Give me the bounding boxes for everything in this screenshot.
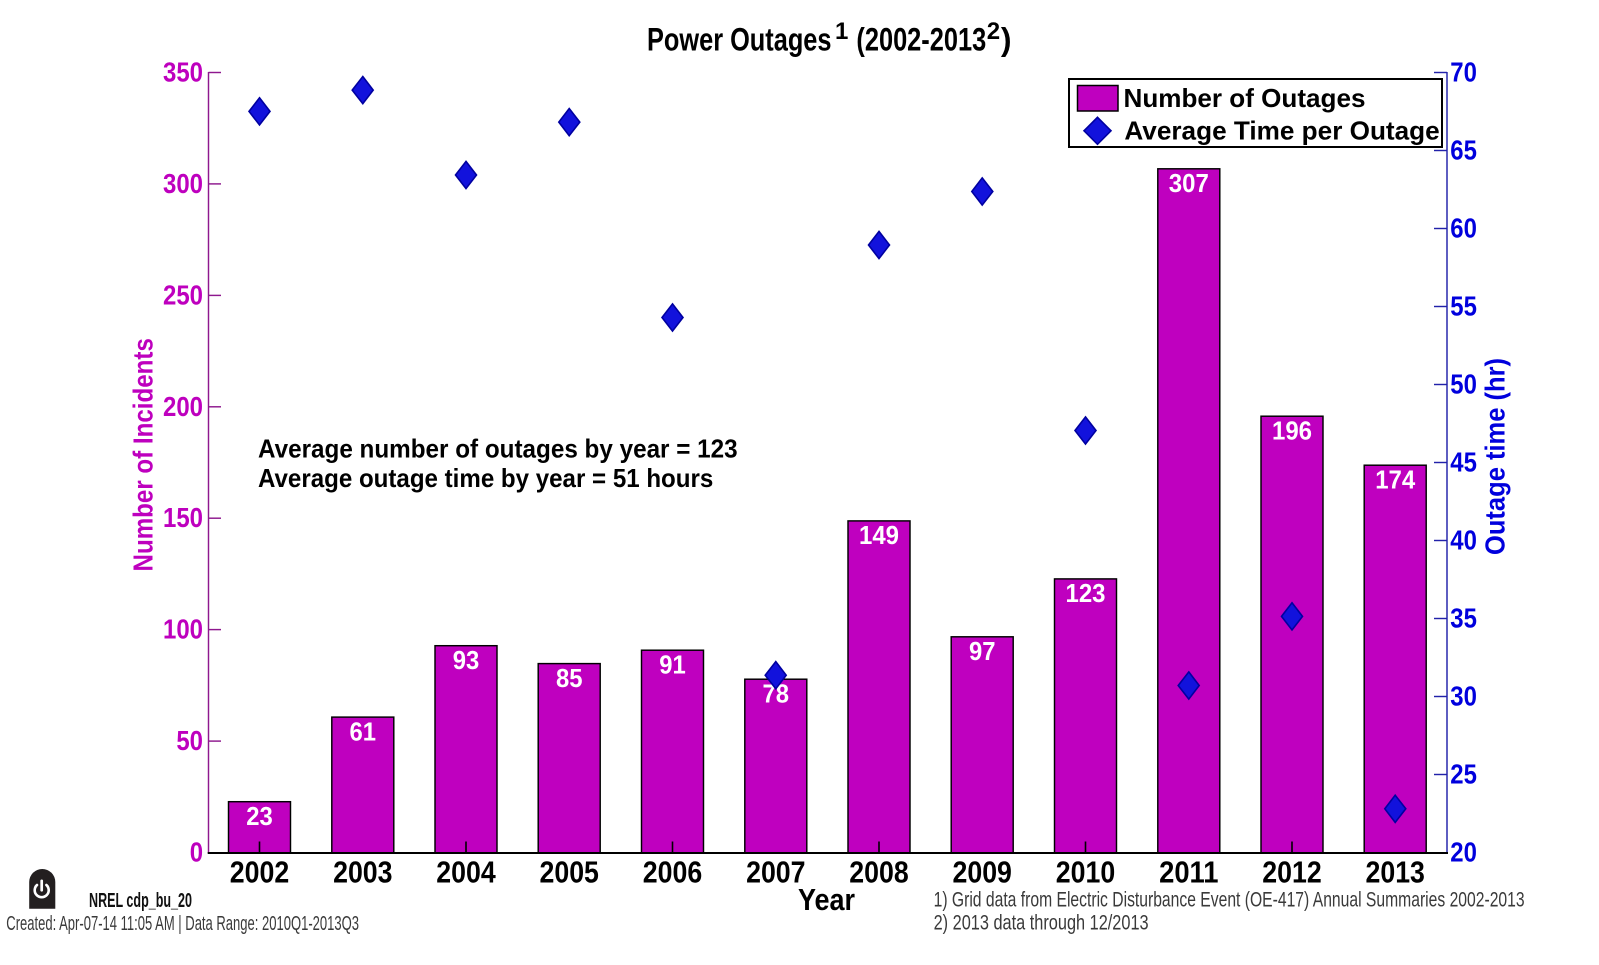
svg-text:307: 307: [1169, 168, 1209, 198]
svg-text:65: 65: [1450, 135, 1477, 166]
svg-text:150: 150: [163, 502, 203, 533]
svg-text:85: 85: [556, 663, 583, 693]
svg-text:40: 40: [1450, 525, 1477, 556]
svg-text:): ): [1001, 22, 1012, 58]
svg-text:23: 23: [246, 801, 273, 831]
svg-text:Average number of outages by y: Average number of outages by year = 123: [258, 434, 738, 464]
svg-text:60: 60: [1450, 213, 1477, 244]
svg-text:2) 2013 data through 12/2013: 2) 2013 data through 12/2013: [934, 912, 1149, 935]
svg-text:200: 200: [163, 391, 203, 422]
svg-text:Number of Outages: Number of Outages: [1124, 83, 1366, 113]
svg-text:Created: Apr-07-14 11:05 AM |: Created: Apr-07-14 11:05 AM | Data Range…: [6, 913, 359, 935]
svg-text:250: 250: [163, 279, 203, 310]
svg-text:2013: 2013: [1366, 854, 1425, 889]
svg-text:Average outage time by year =: Average outage time by year = 51 hours: [258, 463, 713, 493]
svg-text:61: 61: [350, 716, 377, 746]
svg-text:2009: 2009: [953, 854, 1012, 889]
svg-text:30: 30: [1450, 681, 1477, 712]
svg-text:123: 123: [1066, 578, 1106, 608]
svg-text:50: 50: [1450, 369, 1477, 400]
svg-text:2003: 2003: [333, 854, 392, 889]
svg-text:(2002-2013: (2002-2013: [856, 22, 986, 58]
svg-text:Year: Year: [798, 882, 855, 917]
svg-text:Power Outages: Power Outages: [647, 22, 832, 58]
svg-text:20: 20: [1450, 837, 1477, 868]
svg-text:100: 100: [163, 614, 203, 645]
svg-text:0: 0: [190, 837, 203, 868]
svg-text:174: 174: [1375, 464, 1415, 494]
svg-text:35: 35: [1450, 603, 1477, 634]
svg-text:2008: 2008: [849, 854, 908, 889]
svg-text:2010: 2010: [1056, 854, 1115, 889]
svg-text:55: 55: [1450, 291, 1477, 322]
svg-text:2011: 2011: [1159, 854, 1218, 889]
svg-text:2002: 2002: [230, 854, 289, 889]
svg-text:25: 25: [1450, 759, 1477, 790]
svg-text:2005: 2005: [540, 854, 599, 889]
svg-text:93: 93: [453, 645, 480, 675]
svg-text:Average Time per Outage: Average Time per Outage: [1124, 116, 1439, 146]
svg-text:50: 50: [176, 725, 203, 756]
svg-text:NREL cdp_bu_20: NREL cdp_bu_20: [89, 890, 192, 912]
svg-text:2004: 2004: [436, 854, 496, 889]
svg-text:2012: 2012: [1262, 854, 1321, 889]
svg-text:300: 300: [163, 168, 203, 199]
svg-text:91: 91: [659, 649, 686, 679]
svg-text:149: 149: [859, 520, 899, 550]
svg-text:350: 350: [163, 57, 203, 88]
svg-text:196: 196: [1272, 415, 1312, 445]
svg-text:97: 97: [969, 636, 996, 666]
svg-text:Outage time (hr): Outage time (hr): [1479, 358, 1510, 555]
svg-text:1: 1: [835, 18, 848, 45]
svg-text:70: 70: [1450, 57, 1477, 88]
svg-text:2007: 2007: [746, 854, 805, 889]
svg-text:1) Grid data from Electric Dis: 1) Grid data from Electric Disturbance E…: [934, 888, 1525, 911]
svg-text:Number of Incidents: Number of Incidents: [128, 338, 159, 571]
svg-text:45: 45: [1450, 447, 1477, 478]
svg-text:2006: 2006: [643, 854, 702, 889]
svg-text:2: 2: [987, 18, 1000, 45]
